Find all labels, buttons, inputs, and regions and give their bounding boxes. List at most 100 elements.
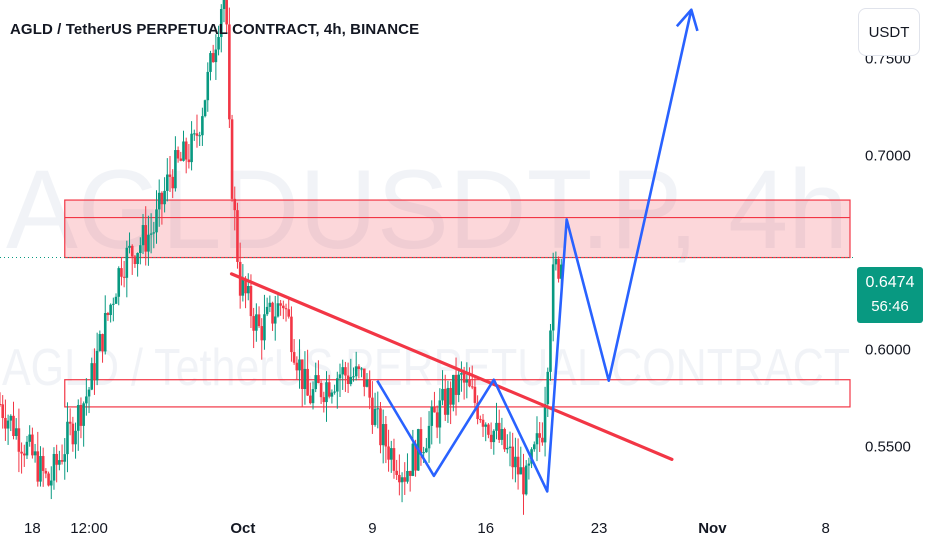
- candle-body: [230, 119, 234, 199]
- candle-body: [473, 386, 477, 403]
- current-price-tag: 0.6474 56:46: [857, 267, 923, 323]
- candle-body: [446, 387, 450, 415]
- candle-body: [503, 429, 506, 450]
- candle-body: [495, 422, 498, 431]
- candle-body: [435, 412, 439, 428]
- candle-body: [484, 424, 488, 427]
- candle-body: [244, 278, 247, 294]
- candle-body: [236, 210, 239, 262]
- candle-body: [506, 447, 509, 450]
- candle-body: [462, 373, 466, 383]
- candle-body: [122, 276, 126, 278]
- candle-body: [381, 424, 385, 446]
- candle-body: [47, 473, 50, 486]
- candle-body: [179, 158, 183, 161]
- candle-body: [17, 428, 21, 452]
- candle-body: [206, 71, 210, 101]
- candle-body: [346, 375, 350, 384]
- candle-body: [325, 382, 328, 403]
- candle-body: [309, 395, 312, 404]
- support-zone: [64, 379, 851, 408]
- x-tick-label: Oct: [230, 520, 255, 537]
- candle-body: [263, 314, 266, 341]
- candle-body: [211, 53, 215, 63]
- candle-body: [31, 434, 34, 456]
- candle-body: [333, 391, 336, 393]
- candle-body: [103, 313, 107, 352]
- candle-body: [419, 429, 423, 454]
- candle-body: [511, 446, 514, 468]
- candle-body: [76, 404, 80, 431]
- candle-body: [449, 387, 452, 405]
- candle-body: [4, 417, 7, 429]
- candle-body: [341, 367, 344, 375]
- candles: [0, 0, 563, 515]
- candle-body: [303, 368, 307, 390]
- candle-body: [195, 133, 199, 136]
- candle-body: [284, 308, 288, 310]
- candle-body: [117, 268, 121, 297]
- candle-body: [157, 192, 161, 210]
- candle-body: [406, 470, 409, 482]
- candle-body: [519, 467, 523, 475]
- candle-body: [479, 419, 482, 421]
- candle-body: [68, 421, 72, 424]
- candle-body: [141, 225, 145, 246]
- x-tick-label: 12:00: [70, 520, 108, 537]
- candle-body: [147, 234, 150, 252]
- candle-body: [149, 233, 153, 235]
- candle-body: [338, 374, 342, 379]
- x-tick-label: 16: [477, 520, 494, 537]
- candle-body: [14, 428, 18, 437]
- candle-body: [109, 304, 112, 316]
- candle-body: [101, 334, 104, 352]
- candle-body: [241, 278, 245, 296]
- candle-body: [12, 415, 15, 437]
- candle-body: [500, 429, 504, 440]
- candle-body: [298, 359, 301, 371]
- candle-body: [87, 389, 91, 397]
- candle-body: [192, 133, 196, 135]
- candle-body: [317, 375, 320, 383]
- candle-body: [522, 467, 525, 495]
- candle-body: [233, 198, 237, 211]
- candle-body: [63, 454, 67, 462]
- candle-body: [287, 309, 291, 317]
- candle-body: [443, 388, 447, 415]
- candle-body: [398, 474, 401, 483]
- candle-body: [279, 303, 282, 306]
- candle-body: [271, 302, 274, 324]
- candle-body: [152, 232, 156, 234]
- candle-body: [425, 448, 428, 453]
- candle-body: [559, 264, 563, 279]
- candle-body: [535, 433, 539, 445]
- currency-button[interactable]: USDT: [858, 8, 920, 56]
- candle-body: [543, 403, 547, 443]
- candle-body: [252, 316, 255, 331]
- candle-body: [125, 247, 129, 278]
- candle-body: [457, 374, 461, 395]
- candle-body: [95, 350, 99, 381]
- candle-body: [82, 403, 85, 426]
- x-tick-label: 23: [591, 520, 608, 537]
- candle-body: [549, 330, 552, 372]
- candle-body: [408, 470, 412, 476]
- candle-body: [174, 150, 177, 189]
- candle-body: [538, 433, 541, 438]
- candle-body: [93, 363, 96, 381]
- y-tick-label: 0.5500: [865, 439, 911, 456]
- candle-body: [187, 159, 191, 163]
- candle-body: [268, 302, 272, 307]
- candle-body: [106, 313, 110, 316]
- candle-body: [360, 368, 363, 370]
- candle-body: [349, 376, 353, 384]
- candle-body: [74, 430, 77, 445]
- x-tick-label: 9: [368, 520, 376, 537]
- candle-body: [365, 379, 369, 387]
- candle-body: [55, 453, 58, 465]
- candle-body: [22, 453, 26, 456]
